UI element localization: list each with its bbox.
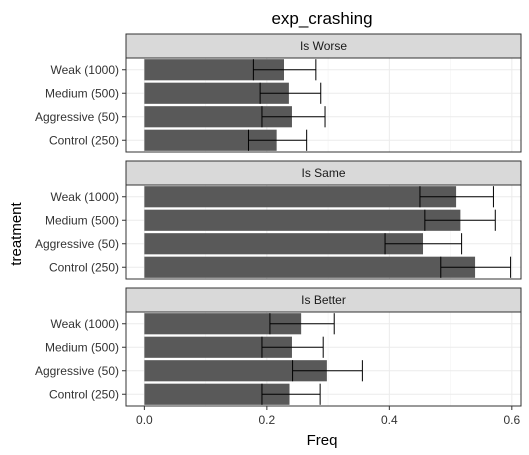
x-axis-title: Freq [307,432,338,449]
x-tick-label: 0.4 [381,413,398,427]
facet-panel: Is Same Weak (1000) Medium (500) Aggressive… [35,160,522,280]
y-tick-label: Weak (1000) [51,190,119,204]
bar [144,313,302,335]
y-tick-label: Aggressive (50) [35,237,119,251]
y-tick-label: Control (250) [49,387,119,401]
bar [144,106,292,128]
panel-border [125,184,522,280]
bar [144,82,289,104]
facet-strip [125,33,522,59]
panel-border [125,57,522,153]
x-axis: 0.0 0.2 0.4 0.6 [136,406,520,427]
panel-border [125,311,522,407]
facet-panel: Is Worse Weak (1000) Medium (500) Aggressiv… [35,33,522,153]
y-tick-label: Aggressive (50) [35,110,119,124]
chart-title: exp_crashing [271,9,372,28]
bar [144,129,277,151]
y-tick-label: Aggressive (50) [35,364,119,378]
bar [144,256,476,278]
bar [144,383,290,405]
facet-strip [125,287,522,313]
y-tick-label: Medium (500) [45,213,119,227]
y-axis-title: treatment [8,201,25,265]
y-tick-label: Weak (1000) [51,317,119,331]
x-tick-label: 0.2 [259,413,276,427]
facet-strip-label: Is Better [301,293,346,307]
bar [144,209,461,231]
y-tick-label: Weak (1000) [51,63,119,77]
y-tick-label: Control (250) [49,133,119,147]
y-tick-label: Medium (500) [45,86,119,100]
bar [144,360,327,382]
x-tick-label: 0.6 [503,413,520,427]
facet-panel: Is Better Weak (1000) Medium (500) Aggressi… [35,287,522,407]
bar [144,233,424,255]
y-tick-label: Medium (500) [45,340,119,354]
facet-strip-label: Is Worse [300,39,347,53]
bar [144,59,284,81]
bar [144,186,457,208]
facet-panels: Is Worse Weak (1000) Medium (500) Aggressiv… [35,33,522,407]
y-tick-label: Control (250) [49,260,119,274]
bar [144,336,292,358]
facet-strip [125,160,522,186]
facet-strip-label: Is Same [301,166,345,180]
x-tick-label: 0.0 [136,413,153,427]
